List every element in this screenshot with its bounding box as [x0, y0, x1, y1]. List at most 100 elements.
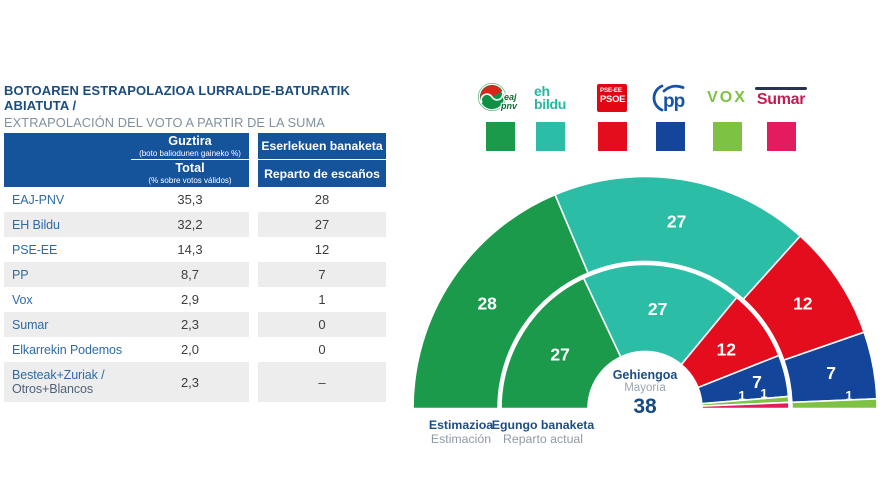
vox-logo-icon: VOX: [707, 89, 747, 106]
ring-label-estimation-basque: Estimazioa: [428, 418, 494, 432]
row-main-cell: PSE-EE 14,3: [4, 237, 249, 262]
party-logo-pnv: eaj pnv: [468, 80, 532, 116]
party-name: PP: [12, 267, 29, 282]
svg-text:pp: pp: [663, 91, 685, 112]
ring-label-actual-spanish: Reparto actual: [503, 431, 583, 446]
party-name: EAJ-PNV: [12, 192, 65, 207]
header-seats-es-label: Reparto de escaños: [264, 166, 380, 181]
party-name: PSE-EE: [12, 242, 58, 257]
party-name: EH Bildu: [12, 217, 60, 232]
party-total-pct: 2,3: [180, 317, 200, 332]
party-logo-sumar: Sumar: [749, 80, 813, 116]
legend-color-swatch-psoe: [597, 122, 627, 151]
psoe-logo-icon: PSE-EE PSOE: [597, 84, 627, 112]
legend-color-swatch-pp: [655, 122, 685, 151]
row-main-cell: EAJ-PNV 35,3: [4, 187, 249, 212]
seat-count-estimation-vox: 1: [845, 388, 852, 403]
title-basque: BOTOAREN ESTRAPOLAZIOA LURRALDE-BATURATI…: [4, 83, 350, 113]
sumar-logo-icon: Sumar: [755, 86, 807, 110]
header-total-eu-label: Guztira: [168, 133, 212, 148]
row-main-cell: PP 8,7: [4, 262, 249, 287]
table-header: Guztira (boto baliodunen gaineko %) Tota…: [4, 133, 386, 187]
table-row: Sumar 2,3 0: [4, 312, 386, 337]
row-main-cell: Vox 2,9: [4, 287, 249, 312]
seat-count-estimation-eaj-pnv: 28: [477, 294, 497, 314]
legend-color-swatch-bildu: [535, 122, 565, 151]
party-logo-vox: VOX: [695, 80, 759, 116]
table-row: PP 8,7 7: [4, 262, 386, 287]
seat-count-actual-pp: 7: [752, 372, 762, 392]
legend-item-psoe: PSE-EE PSOE: [580, 80, 644, 152]
table-row: Besteak+Zuriak / Otros+Blancos 2,3 –: [4, 362, 386, 402]
header-total-spanish: Total (% sobre votos válidos): [131, 160, 249, 187]
majority-label-basque: Gehiengoa: [612, 368, 678, 382]
table-row: EH Bildu 32,2 27: [4, 212, 386, 237]
party-name: Vox: [12, 292, 33, 307]
party-name: Besteak+Zuriak / Otros+Blancos: [4, 368, 131, 396]
party-seats: –: [258, 362, 386, 402]
header-total-es-label: Total: [175, 161, 205, 175]
table-row: PSE-EE 14,3 12: [4, 237, 386, 262]
party-total-pct: 32,2: [177, 217, 203, 232]
party-name-line2: Otros+Blancos: [12, 382, 94, 396]
ring-label-actual-basque: Egungo banaketa: [491, 418, 595, 432]
seat-count-actual-eaj-pnv: 27: [550, 345, 569, 365]
party-name: Sumar: [12, 317, 49, 332]
header-seats-eu-label: Eserlekuen banaketa: [258, 133, 386, 160]
results-table: Guztira (boto baliodunen gaineko %) Tota…: [4, 133, 386, 402]
table-row: Vox 2,9 1: [4, 287, 386, 312]
party-total-pct: 8,7: [180, 267, 200, 282]
party-seats: 28: [314, 192, 330, 207]
row-main-cell: Elkarrekin Podemos 2,0: [4, 337, 249, 362]
party-total-pct: 2,0: [180, 342, 200, 357]
pnv-logo-icon: eaj pnv: [478, 82, 519, 112]
seat-count-actual-sumar: 1: [760, 386, 767, 401]
party-seats: 0: [258, 312, 386, 337]
seat-count-estimation-pp: 7: [826, 363, 836, 383]
wedge-estimation-vox: [791, 397, 878, 410]
party-total-pct: 2,9: [180, 292, 200, 307]
party-logo-bildu: eh bildu: [518, 80, 582, 116]
header-total-basque: Guztira (boto baliodunen gaineko %): [131, 133, 249, 160]
svg-text:pnv: pnv: [500, 101, 518, 111]
ehbildu-logo-icon: eh bildu: [534, 83, 566, 112]
majority-seats-value: 38: [633, 395, 657, 418]
wedge-actual-eaj-pnv: [500, 277, 622, 410]
table-body: EAJ-PNV 35,3 28 EH Bildu 32,2 27 PSE-EE 14,3 12 P…: [4, 187, 386, 402]
table-row: EAJ-PNV 35,3 28: [4, 187, 386, 212]
header-total-es-sub: (% sobre votos válidos): [148, 176, 232, 185]
seat-count-actual-eh-bildu: 27: [648, 299, 667, 319]
table-header-seats: Eserlekuen banaketa Reparto de escaños: [258, 133, 386, 187]
legend-color-swatch-vox: [712, 122, 742, 151]
party-total-pct: 2,3: [180, 374, 200, 390]
seat-count-estimation-eh-bildu: 27: [667, 212, 686, 232]
seat-count-estimation-pse-ee: 12: [793, 294, 813, 314]
svg-text:eaj: eaj: [504, 92, 517, 102]
legend-item-sumar: Sumar: [749, 80, 813, 152]
legend-item-vox: VOX: [695, 80, 759, 152]
ring-label-estimation: Estimazioa Estimación: [399, 419, 523, 446]
table-row: Elkarrekin Podemos 2,0 0: [4, 337, 386, 362]
legend-color-swatch-sumar: [766, 122, 796, 151]
wedge-actual-sumar: [701, 401, 790, 410]
seat-count-actual-vox: 1: [738, 388, 745, 403]
legend-item-bildu: eh bildu: [518, 80, 582, 152]
party-seats: 27: [258, 212, 386, 237]
wedge-actual-eh-bildu: [582, 263, 738, 366]
party-logo-pp: pp: [638, 80, 702, 116]
legend-color-swatch-pnv: [485, 122, 515, 151]
seat-count-actual-pse-ee: 12: [717, 339, 737, 359]
ring-label-estimation-spanish: Estimación: [430, 431, 492, 446]
row-main-cell: EH Bildu 32,2: [4, 212, 249, 237]
party-seats: 0: [318, 342, 326, 357]
party-seats: 1: [318, 292, 326, 307]
row-main-cell: Sumar 2,3: [4, 312, 249, 337]
majority-label-spanish: Mayoría: [624, 381, 666, 394]
majority-label: Gehiengoa Mayoría 38: [585, 369, 705, 417]
ring-label-actual: Egungo banaketa Reparto actual: [481, 419, 605, 446]
party-name: Elkarrekin Podemos: [12, 342, 123, 357]
table-header-total: Guztira (boto baliodunen gaineko %) Tota…: [4, 133, 249, 187]
party-seats: 7: [258, 262, 386, 287]
